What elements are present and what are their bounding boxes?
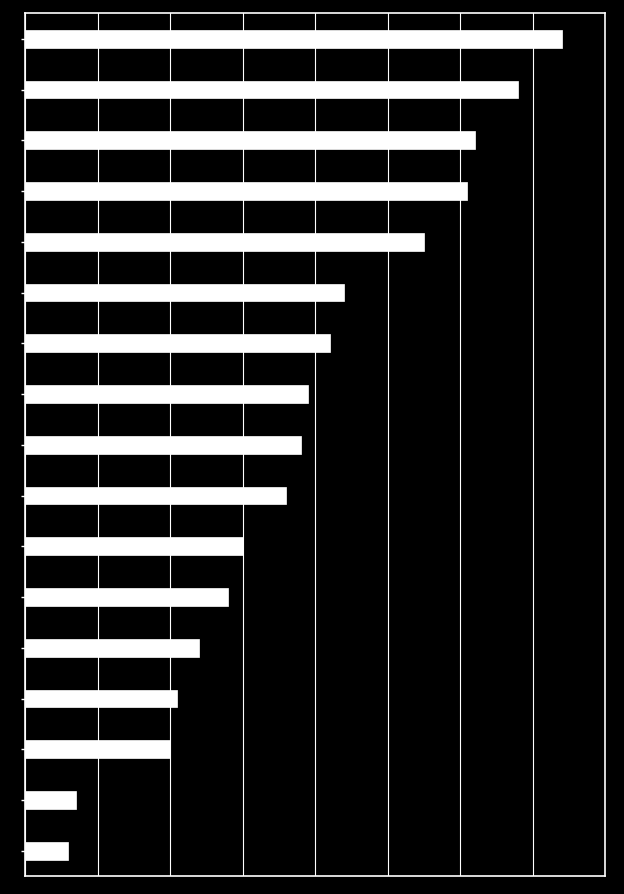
Bar xyxy=(25,334,329,352)
Bar xyxy=(25,537,243,555)
Bar xyxy=(25,283,344,301)
Bar xyxy=(25,436,301,453)
Bar xyxy=(25,588,228,606)
Bar xyxy=(25,689,177,707)
Bar xyxy=(25,740,170,758)
Bar xyxy=(25,385,308,403)
Bar xyxy=(25,486,286,504)
Bar xyxy=(25,80,518,98)
Bar xyxy=(25,639,199,656)
Bar xyxy=(25,131,475,149)
Bar xyxy=(25,842,69,860)
Bar xyxy=(25,182,467,200)
Bar xyxy=(25,791,76,809)
Bar xyxy=(25,233,424,250)
Bar xyxy=(25,30,562,47)
